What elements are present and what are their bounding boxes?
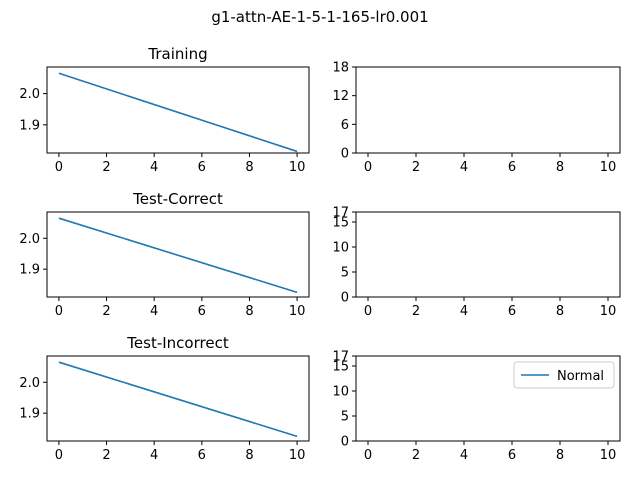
y-tick-label: 10	[332, 241, 349, 256]
x-tick-label: 10	[289, 304, 306, 319]
y-tick-label: 5	[341, 266, 349, 281]
x-tick-label: 8	[245, 160, 253, 175]
x-tick-label: 10	[289, 160, 306, 175]
axes-frame	[46, 211, 310, 298]
subplot-title: Test-Correct	[132, 190, 223, 208]
x-tick-label: 8	[556, 448, 564, 463]
x-tick-label: 8	[556, 160, 564, 175]
x-tick-label: 0	[55, 304, 63, 319]
figure-suptitle: g1-attn-AE-1-5-1-165-lr0.001	[211, 8, 428, 26]
subplot-title: Test-Incorrect	[126, 334, 229, 352]
legend: Normal	[513, 361, 615, 389]
x-tick-label: 2	[412, 304, 420, 319]
x-tick-label: 6	[198, 160, 206, 175]
subplot-3: 0 2 4 6 8 10 1.9 2.0 Test-Correct	[19, 190, 310, 319]
x-tick-label: 2	[102, 160, 110, 175]
subplot-2: 0 2 4 6 8 10 0 6 12 18	[332, 61, 621, 175]
y-tick-label: 2.0	[19, 87, 40, 102]
legend-box	[513, 361, 615, 389]
y-tick-label: 17	[332, 206, 349, 221]
subplot-5: 0 2 4 6 8 10 1.9 2.0 Test-Incorrect	[19, 334, 310, 463]
x-tick-label: 6	[508, 448, 516, 463]
x-tick-label: 4	[150, 160, 158, 175]
x-tick-label: 4	[150, 448, 158, 463]
axes-frame	[355, 355, 621, 442]
subplot-title: Training	[147, 45, 207, 63]
subplots-grid: 0 2 4 6 8 10 1.9 2.0 Training 0 2 4 6 8 10 0 6 12 18 0 2 4 6 8 1…	[19, 45, 621, 463]
x-tick-label: 0	[364, 160, 372, 175]
axes-frame	[355, 211, 621, 298]
x-tick-label: 10	[600, 160, 617, 175]
y-tick-label: 1.9	[19, 263, 40, 278]
x-tick-label: 4	[460, 448, 468, 463]
legend-label: Normal	[557, 369, 604, 384]
x-tick-label: 6	[508, 304, 516, 319]
x-tick-label: 2	[412, 160, 420, 175]
x-tick-label: 10	[600, 304, 617, 319]
y-tick-label: 0	[341, 291, 349, 306]
x-tick-label: 2	[412, 448, 420, 463]
series-line	[58, 217, 298, 294]
y-tick-label: 18	[332, 61, 349, 76]
axes-frame	[46, 66, 310, 154]
x-tick-label: 4	[150, 304, 158, 319]
x-tick-label: 8	[245, 304, 253, 319]
x-tick-label: 0	[364, 304, 372, 319]
x-tick-label: 0	[364, 448, 372, 463]
y-tick-label: 2.0	[19, 232, 40, 247]
x-tick-label: 8	[556, 304, 564, 319]
y-tick-label: 1.9	[19, 407, 40, 422]
x-tick-label: 0	[55, 448, 63, 463]
y-tick-label: 10	[332, 385, 349, 400]
y-tick-label: 15	[332, 360, 349, 375]
x-tick-label: 6	[198, 448, 206, 463]
y-tick-label: 0	[341, 147, 349, 162]
y-tick-label: 1.9	[19, 118, 40, 133]
y-tick-label: 17	[332, 350, 349, 365]
y-tick-label: 2.0	[19, 376, 40, 391]
x-tick-label: 10	[600, 448, 617, 463]
axes-frame	[46, 355, 310, 442]
series-line	[58, 361, 298, 438]
x-tick-label: 4	[460, 160, 468, 175]
x-tick-label: 0	[55, 160, 63, 175]
y-tick-label: 6	[341, 118, 349, 133]
x-tick-label: 10	[289, 448, 306, 463]
y-tick-label: 0	[341, 435, 349, 450]
x-tick-label: 4	[460, 304, 468, 319]
x-tick-label: 6	[198, 304, 206, 319]
series-line	[58, 72, 298, 153]
y-tick-label: 15	[332, 216, 349, 231]
y-tick-label: 5	[341, 410, 349, 425]
x-tick-label: 2	[102, 448, 110, 463]
y-tick-label: 12	[332, 89, 349, 104]
subplot-1: 0 2 4 6 8 10 1.9 2.0 Training	[19, 45, 310, 175]
x-tick-label: 8	[245, 448, 253, 463]
axes-frame	[355, 66, 621, 154]
x-tick-label: 2	[102, 304, 110, 319]
x-tick-label: 6	[508, 160, 516, 175]
